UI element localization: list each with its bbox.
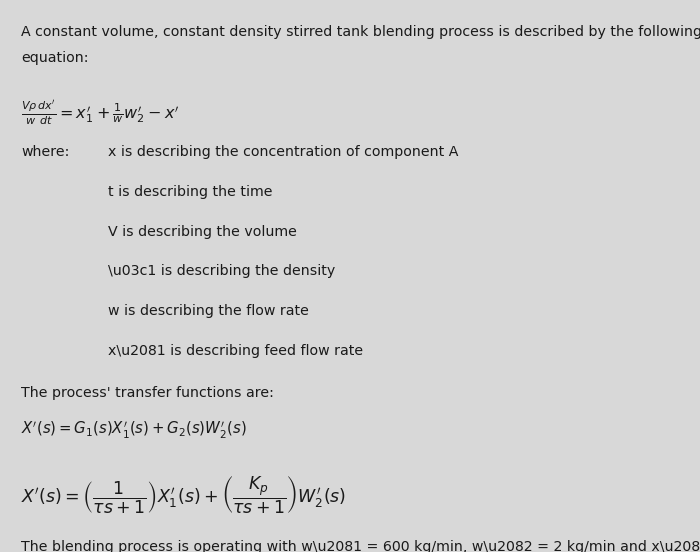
Text: w is describing the flow rate: w is describing the flow rate xyxy=(108,304,309,318)
Text: $\frac{V\rho\,dx'}{w\;\,dt} = x_1' + \frac{1}{w}w_2' - x'$: $\frac{V\rho\,dx'}{w\;\,dt} = x_1' + \fr… xyxy=(21,98,179,127)
Text: V is describing the volume: V is describing the volume xyxy=(108,225,298,238)
Text: x is describing the concentration of component A: x is describing the concentration of com… xyxy=(108,145,459,159)
Text: equation:: equation: xyxy=(21,51,88,65)
Text: x\u2081 is describing feed flow rate: x\u2081 is describing feed flow rate xyxy=(108,344,363,358)
Text: The process' transfer functions are:: The process' transfer functions are: xyxy=(21,386,274,400)
Text: A constant volume, constant density stirred tank blending process is described b: A constant volume, constant density stir… xyxy=(21,25,700,39)
Text: $X'(s) = G_1(s)X_1'(s) + G_2(s)W_2'(s)$: $X'(s) = G_1(s)X_1'(s) + G_2(s)W_2'(s)$ xyxy=(21,420,246,440)
Text: The blending process is operating with w\u2081 = 600 kg/min, w\u2082 = 2 kg/min : The blending process is operating with w… xyxy=(21,540,700,552)
Text: t is describing the time: t is describing the time xyxy=(108,185,273,199)
Text: \u03c1 is describing the density: \u03c1 is describing the density xyxy=(108,264,336,278)
Text: $X'(s) = \left(\dfrac{1}{\tau s+1}\right)X_1'(s) + \left(\dfrac{K_p}{\tau s+1}\r: $X'(s) = \left(\dfrac{1}{\tau s+1}\right… xyxy=(21,475,346,516)
Text: where:: where: xyxy=(21,145,69,159)
